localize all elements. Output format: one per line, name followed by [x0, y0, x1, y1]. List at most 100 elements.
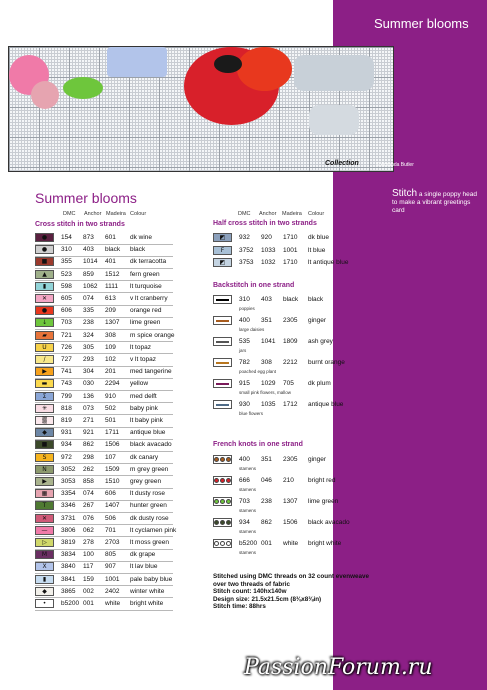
cell-anchor: 351	[261, 317, 272, 324]
cell-madeira: 1712	[283, 401, 298, 408]
usage-note: stamens	[239, 508, 257, 513]
symbol-swatch: ▲	[35, 269, 54, 279]
cell-colour: lt blue	[308, 246, 326, 254]
cell-anchor: 073	[83, 404, 94, 412]
cell-colour: lt moss green	[130, 539, 170, 546]
cell-colour: lime green	[308, 498, 339, 505]
caption-stitch: Stitch	[392, 188, 418, 199]
symbol-swatch: ●	[35, 233, 54, 242]
cell-anchor: 002	[83, 587, 94, 595]
row-divider	[35, 328, 173, 330]
cell-madeira: 2305	[283, 456, 298, 463]
cell-madeira: 506	[105, 514, 116, 522]
cell-dmc: 931	[61, 429, 72, 437]
cell-colour: lt antique blue	[308, 259, 349, 266]
knot-swatch	[213, 455, 232, 464]
col-dmc-right: DMC	[238, 211, 251, 217]
usage-note: stamens	[239, 487, 257, 492]
symbol-swatch: ▦	[35, 489, 54, 499]
table-row: ▮ 3841 159 1001 pale baby blue	[35, 574, 205, 585]
cell-dmc: 932	[239, 234, 250, 241]
table-row: Σ 799 136 910 med delft	[35, 391, 205, 402]
cell-madeira: 601	[105, 234, 116, 241]
cell-madeira: 1710	[283, 259, 298, 266]
table-row: ▰ 721 324 308 m spice orange	[35, 330, 205, 341]
symbol-swatch: ●	[35, 306, 54, 316]
cell-colour: lt baby pink	[130, 417, 163, 424]
row-divider	[35, 365, 173, 367]
symbol-swatch: ▶	[35, 367, 54, 377]
cell-madeira: 502	[105, 404, 116, 412]
cell-anchor: 100	[83, 551, 94, 559]
table-row: 400 351 2305 ginger	[213, 455, 383, 465]
cell-dmc: 355	[61, 258, 72, 266]
row-divider	[35, 292, 173, 294]
row-divider	[35, 597, 173, 599]
symbol-swatch: ◆	[35, 428, 54, 438]
cell-anchor: 351	[261, 456, 272, 463]
cell-anchor: 062	[83, 526, 94, 534]
cell-madeira: 2212	[283, 359, 298, 366]
cell-anchor: 921	[83, 429, 94, 437]
cell-madeira: 705	[283, 380, 294, 387]
cell-madeira: 1512	[105, 270, 120, 278]
symbol-swatch: U	[35, 342, 54, 352]
cell-madeira: 1506	[105, 441, 120, 449]
row-divider	[35, 353, 173, 355]
row-divider	[35, 438, 173, 440]
row-divider	[35, 548, 173, 550]
row-divider	[35, 414, 173, 416]
row-divider	[35, 475, 173, 477]
symbol-swatch: N	[35, 464, 54, 474]
cell-madeira: 2305	[283, 317, 298, 324]
table-row: 666 046 210 bright red	[213, 476, 383, 486]
col-madeira-right: Madeira	[282, 211, 302, 217]
cell-colour: ginger	[308, 317, 327, 324]
leaf-grey	[294, 55, 374, 91]
row-divider	[35, 536, 173, 538]
cell-dmc: 3731	[61, 514, 76, 522]
cell-dmc: 3346	[61, 502, 76, 510]
cell-anchor: 136	[83, 392, 94, 400]
note-line: Stitch count: 140hx140w	[213, 588, 287, 596]
cell-anchor: 262	[83, 465, 94, 473]
cell-dmc: 782	[239, 359, 250, 366]
row-divider	[35, 524, 173, 526]
cell-dmc: 3834	[61, 551, 76, 559]
cell-madeira: 210	[283, 477, 294, 484]
cell-anchor: 403	[83, 246, 94, 254]
row-divider	[35, 267, 173, 269]
cell-dmc: 3354	[61, 490, 76, 498]
backstitch-swatch	[213, 316, 232, 325]
cell-colour: winter white	[130, 587, 165, 595]
cell-madeira: 1711	[105, 429, 119, 437]
cell-madeira: 308	[105, 331, 116, 339]
cell-madeira: 1307	[283, 498, 298, 505]
cell-dmc: b5200	[239, 540, 258, 547]
cell-colour: antique blue	[308, 401, 344, 408]
usage-note: poppies	[239, 306, 255, 311]
knot-swatch	[213, 497, 232, 506]
cell-anchor: 1029	[261, 380, 276, 387]
row-divider	[35, 499, 173, 501]
knot-swatch	[213, 539, 232, 548]
symbol-swatch: —	[35, 525, 54, 535]
symbol-swatch: ▶	[35, 477, 54, 486]
note-line: Stitch time: 88hrs	[213, 603, 266, 611]
table-row: ▲ 523 859 1512 fern green	[35, 269, 205, 280]
cell-madeira: 1307	[105, 319, 120, 327]
row-divider	[35, 304, 173, 306]
cell-dmc: 819	[61, 417, 72, 424]
cell-dmc: 818	[61, 404, 72, 412]
table-row: ▬ 743 030 2294 yellow	[35, 379, 205, 389]
symbol-swatch: Σ	[35, 391, 54, 401]
cell-madeira: 907	[105, 563, 116, 571]
cell-colour: dk canary	[130, 453, 159, 461]
row-divider	[35, 389, 173, 391]
cell-madeira: 606	[105, 490, 116, 498]
cell-colour: ginger	[308, 456, 327, 463]
cell-dmc: 741	[61, 368, 72, 376]
symbol-swatch: ✕	[35, 294, 54, 303]
row-divider	[35, 402, 173, 404]
cell-dmc: 310	[61, 246, 72, 254]
